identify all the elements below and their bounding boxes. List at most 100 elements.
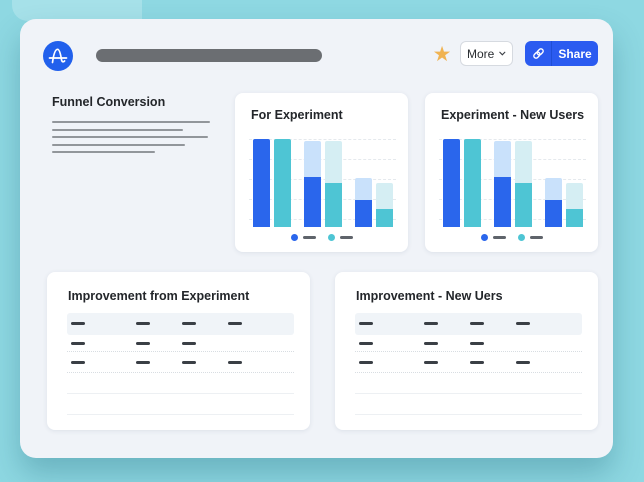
cell-placeholder-dash [228,361,242,364]
chart-title: Experiment - New Users [441,108,585,122]
gridline [249,219,396,220]
link-icon [532,48,544,59]
bar-group [442,139,481,227]
cell-placeholder-dash [359,342,373,345]
chart-bars [439,139,586,227]
chart-title: For Experiment [251,108,343,122]
cell-placeholder-dash [424,361,438,364]
cell-placeholder-dash [136,322,150,325]
bar-group [354,178,393,227]
gridline [249,199,396,200]
chart-card-for-experiment: For Experiment [235,93,408,252]
more-button-label: More [467,46,495,61]
chart-bar-teal [273,139,291,227]
chevron-down-icon [499,51,506,56]
amplitude-logo[interactable] [43,41,73,71]
placeholder-line [52,128,183,131]
chart-bar-teal [324,141,342,227]
share-button-label: Share [558,46,592,61]
cell-placeholder-dash [424,322,438,325]
chart-bar-teal [565,183,583,227]
placeholder-line [52,151,155,153]
table-row [67,361,294,364]
cell-placeholder-dash [516,361,530,364]
cell-placeholder-dash [136,361,150,364]
chart-bar-teal [514,141,532,227]
chart-legend [425,234,598,241]
cell-placeholder-dash [71,361,85,364]
copy-link-button[interactable] [525,41,552,66]
bar-solid-segment [324,183,342,227]
table-card-improvement-from-experiment: Improvement from Experiment [47,272,310,430]
legend-item-teal [327,234,353,241]
more-button[interactable]: More [460,41,513,66]
legend-dot-blue [480,234,488,241]
chart-bar-teal [375,183,393,227]
chart-bar-teal [463,139,481,227]
cell-placeholder-dash [470,322,484,325]
chart-bar-blue [252,139,270,227]
legend-dot-teal [327,234,335,241]
bar-solid-segment [375,209,393,227]
cell-placeholder-dash [71,342,85,345]
placeholder-table [67,313,294,420]
bar-solid-segment [303,177,321,227]
table-header-row [355,313,582,335]
bar-group [303,141,342,227]
bar-solid-segment [514,183,532,227]
row-divider [67,372,294,373]
bar-solid-segment [493,177,511,227]
summary-text-placeholder [52,121,210,159]
amplitude-logo-icon [43,41,73,71]
star-icon[interactable]: ★ [432,43,452,66]
cell-placeholder-dash [470,342,484,345]
legend-label-placeholder [302,236,316,239]
table-title: Improvement from Experiment [68,289,250,303]
empty-row-divider [355,393,582,394]
gridline [439,199,586,200]
gridline [439,159,586,160]
placeholder-table [355,313,582,420]
cell-placeholder-dash [470,361,484,364]
cell-placeholder-dash [182,361,196,364]
bar-solid-segment [252,139,270,227]
placeholder-line [52,121,210,123]
share-button[interactable]: Share [525,41,598,66]
table-card-improvement-new-uers: Improvement - New Uers [335,272,598,430]
bar-solid-segment [273,139,291,227]
cell-placeholder-dash [424,342,438,345]
bar-solid-segment [544,200,562,227]
placeholder-line [52,143,185,146]
gridline [439,179,586,180]
row-divider [355,372,582,373]
gridline [249,179,396,180]
bar-solid-segment [565,209,583,227]
table-row [355,342,582,345]
legend-label-placeholder [339,236,353,239]
cell-placeholder-dash [182,322,196,325]
empty-row-divider [355,414,582,415]
legend-item-blue [480,234,506,241]
chart-bar-blue [544,178,562,227]
chart-legend [235,234,408,241]
cell-placeholder-dash [182,342,196,345]
chart-bar-blue [303,141,321,227]
table-row [67,342,294,345]
cell-placeholder-dash [359,322,373,325]
bar-solid-segment [354,200,372,227]
cell-placeholder-dash [228,322,242,325]
gridline [249,139,396,140]
table-row [355,361,582,364]
section-title-funnel-conversion: Funnel Conversion [52,95,166,109]
empty-row-divider [67,414,294,415]
gridline [439,219,586,220]
chart-card-experiment-new-users: Experiment - New Users [425,93,598,252]
header-dashes [355,322,582,325]
cell-placeholder-dash [359,361,373,364]
bar-group [252,139,291,227]
table-header-row [67,313,294,335]
dashboard-window: ★ More Share Funnel Conversion For Exper… [20,19,613,458]
bar-group [544,178,583,227]
chart-bars [249,139,396,227]
cell-placeholder-dash [516,322,530,325]
